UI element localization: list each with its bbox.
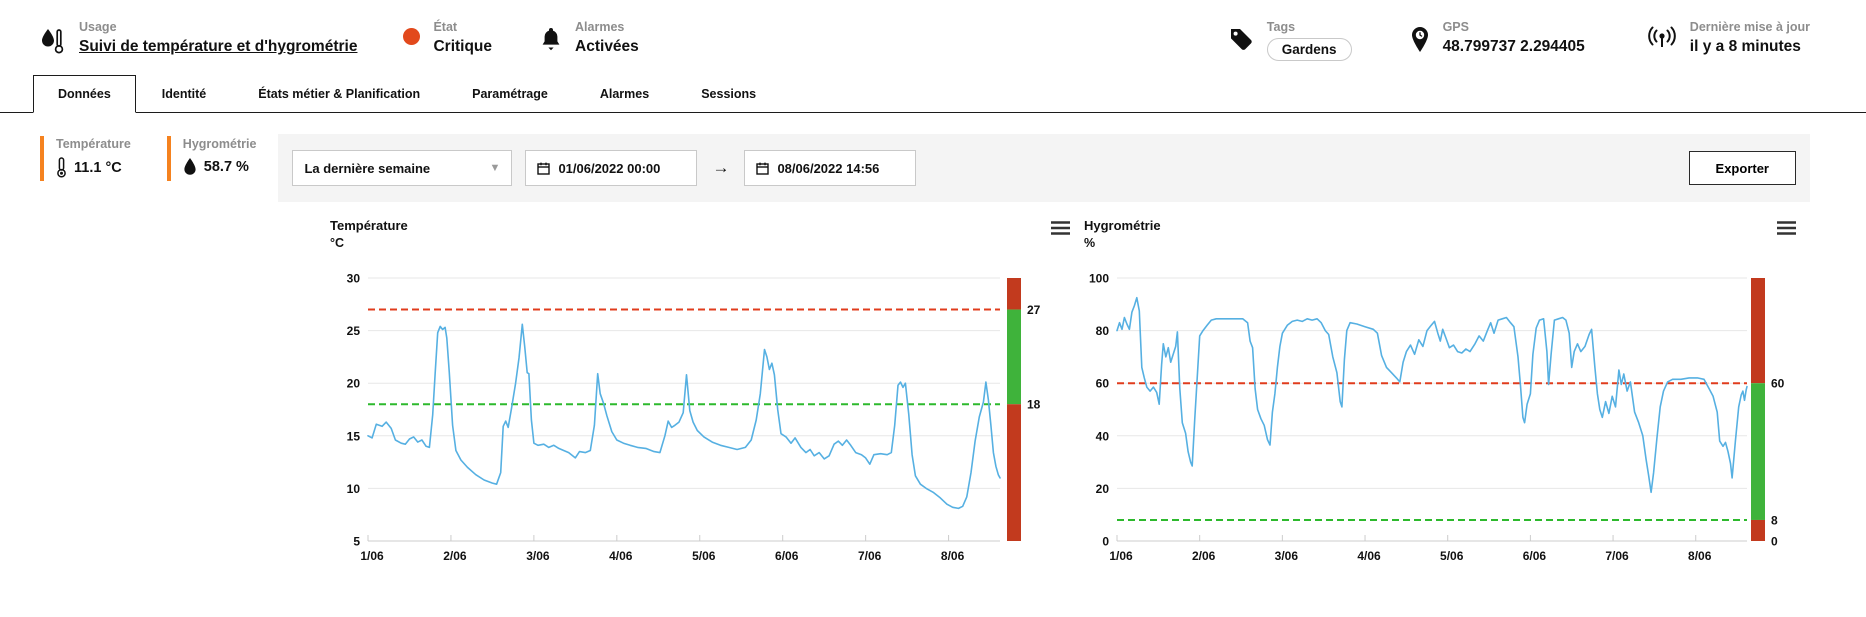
temperature-chart[interactable]: 30 25 20 15 10 51/06 2/06 3/06 4/06 5/06 6/06 7/06 8… xyxy=(330,264,1070,569)
thermometer-icon xyxy=(56,157,67,178)
tab-identite[interactable]: Identité xyxy=(161,87,207,101)
sensor-cards: Température 11.1 °C Hygrométrie 58.7 % xyxy=(40,134,256,181)
tags-label: Tags xyxy=(1266,20,1296,34)
chart-menu-icon[interactable] xyxy=(1777,218,1796,235)
svg-text:5: 5 xyxy=(353,535,360,549)
svg-text:27: 27 xyxy=(1027,303,1041,317)
svg-text:100: 100 xyxy=(1089,272,1109,286)
svg-text:15: 15 xyxy=(347,429,361,443)
last-update-label: Dernière mise à jour xyxy=(1689,20,1810,34)
header-item-alarmes: Alarmes Activées xyxy=(540,20,639,56)
temperature-card: Température 11.1 °C xyxy=(40,136,131,181)
svg-text:7/06: 7/06 xyxy=(858,549,882,563)
alarmes-value: Activées xyxy=(575,38,639,55)
tag-icon xyxy=(1228,26,1254,53)
svg-text:4/06: 4/06 xyxy=(609,549,633,563)
svg-text:2/06: 2/06 xyxy=(1192,549,1216,563)
date-from-input[interactable]: 01/06/2022 00:00 xyxy=(525,150,698,186)
gps-label: GPS xyxy=(1442,20,1469,34)
hygrometry-card-label: Hygrométrie xyxy=(182,137,257,151)
svg-text:1/06: 1/06 xyxy=(1109,549,1133,563)
svg-text:8: 8 xyxy=(1771,513,1778,527)
svg-text:20: 20 xyxy=(347,377,361,391)
charts-area: Température °C 30 25 20 15 10 5 1/06 2/06 3/06 4/… xyxy=(330,218,1866,569)
alarmes-label: Alarmes xyxy=(575,20,625,34)
bell-icon xyxy=(540,26,562,52)
temperature-card-label: Température xyxy=(56,137,131,151)
status-badge: Critique xyxy=(433,38,493,55)
svg-text:18: 18 xyxy=(1027,398,1041,412)
svg-text:8/06: 8/06 xyxy=(941,549,965,563)
svg-text:5/06: 5/06 xyxy=(692,549,716,563)
date-from-value: 01/06/2022 00:00 xyxy=(558,160,661,176)
svg-text:0: 0 xyxy=(1102,535,1109,549)
antenna-signal-icon xyxy=(1647,26,1677,50)
date-to-value: 08/06/2022 14:56 xyxy=(777,160,880,176)
tab-alarmes[interactable]: Alarmes xyxy=(599,87,650,101)
calendar-icon xyxy=(537,162,551,175)
svg-text:60: 60 xyxy=(1096,377,1110,391)
svg-text:20: 20 xyxy=(1096,482,1110,496)
hygrometry-chart-panel: Hygrométrie % 100 80 60 40 20 0 1/06 2/06 3/06 4/… xyxy=(1084,218,1796,569)
temperature-chart-unit: °C xyxy=(330,236,345,250)
tab-donnees[interactable]: Données xyxy=(33,75,136,113)
svg-text:40: 40 xyxy=(1096,429,1110,443)
svg-text:3/06: 3/06 xyxy=(526,549,550,563)
period-select[interactable]: La dernière semaine ▼ xyxy=(292,150,513,186)
svg-text:5/06: 5/06 xyxy=(1440,549,1464,563)
controls-row: Température 11.1 °C Hygrométrie 58.7 % L… xyxy=(40,134,1810,202)
svg-text:3/06: 3/06 xyxy=(1275,549,1299,563)
device-header: Usage Suivi de température et d'hygromét… xyxy=(0,0,1866,73)
header-item-tags: Tags Gardens xyxy=(1228,20,1352,61)
hygrometry-chart-unit: % xyxy=(1084,236,1096,250)
svg-text:80: 80 xyxy=(1096,324,1110,338)
temperature-value: 11.1 °C xyxy=(74,159,122,176)
svg-text:6/06: 6/06 xyxy=(775,549,799,563)
map-pin-icon xyxy=(1410,26,1430,54)
chart-menu-icon[interactable] xyxy=(1051,218,1070,235)
usage-value-link[interactable]: Suivi de température et d'hygrométrie xyxy=(79,38,358,55)
svg-text:30: 30 xyxy=(347,272,361,286)
svg-text:8/06: 8/06 xyxy=(1688,549,1712,563)
droplet-icon xyxy=(183,157,197,176)
temperature-chart-title: Température xyxy=(330,218,408,233)
header-item-etat: État Critique xyxy=(403,20,492,56)
calendar-icon xyxy=(756,162,770,175)
svg-text:60: 60 xyxy=(1771,377,1785,391)
period-select-value: La dernière semaine xyxy=(304,160,431,176)
hygrometry-value: 58.7 % xyxy=(203,158,249,175)
tab-bar: Données Identité États métier & Planific… xyxy=(0,75,1866,113)
range-arrow-icon: → xyxy=(712,158,730,177)
svg-text:25: 25 xyxy=(347,324,361,338)
hygrometry-card: Hygrométrie 58.7 % xyxy=(166,136,257,181)
date-to-input[interactable]: 08/06/2022 14:56 xyxy=(744,150,917,186)
filter-bar: La dernière semaine ▼ 01/06/2022 00:00 →… xyxy=(278,134,1810,202)
temperature-chart-panel: Température °C 30 25 20 15 10 5 1/06 2/06 3/06 4/… xyxy=(330,218,1070,569)
svg-text:1/06: 1/06 xyxy=(360,549,384,563)
status-dot xyxy=(403,28,421,45)
hygrometry-chart-title: Hygrométrie xyxy=(1084,218,1161,233)
etat-label: État xyxy=(433,20,458,34)
svg-text:7/06: 7/06 xyxy=(1605,549,1629,563)
header-item-gps: GPS 48.799737 2.294405 xyxy=(1410,20,1585,56)
thermo-drop-icon xyxy=(40,26,66,56)
svg-text:2/06: 2/06 xyxy=(443,549,467,563)
header-item-usage: Usage Suivi de température et d'hygromét… xyxy=(40,20,357,56)
tab-etats-metier-planification[interactable]: États métier & Planification xyxy=(258,87,421,101)
last-update-value: il y a 8 minutes xyxy=(1689,38,1801,55)
header-item-last-update: Dernière mise à jour il y a 8 minutes xyxy=(1647,20,1810,56)
svg-text:0: 0 xyxy=(1771,535,1778,549)
svg-text:6/06: 6/06 xyxy=(1523,549,1547,563)
chevron-down-icon: ▼ xyxy=(489,162,501,174)
tag-chip[interactable]: Gardens xyxy=(1266,38,1352,61)
usage-label: Usage xyxy=(79,20,117,34)
tab-sessions[interactable]: Sessions xyxy=(701,87,757,101)
svg-text:10: 10 xyxy=(347,482,361,496)
svg-text:4/06: 4/06 xyxy=(1357,549,1381,563)
gps-coordinates: 48.799737 2.294405 xyxy=(1442,38,1585,55)
export-button[interactable]: Exporter xyxy=(1688,151,1796,185)
tab-parametrage[interactable]: Paramétrage xyxy=(472,87,548,101)
